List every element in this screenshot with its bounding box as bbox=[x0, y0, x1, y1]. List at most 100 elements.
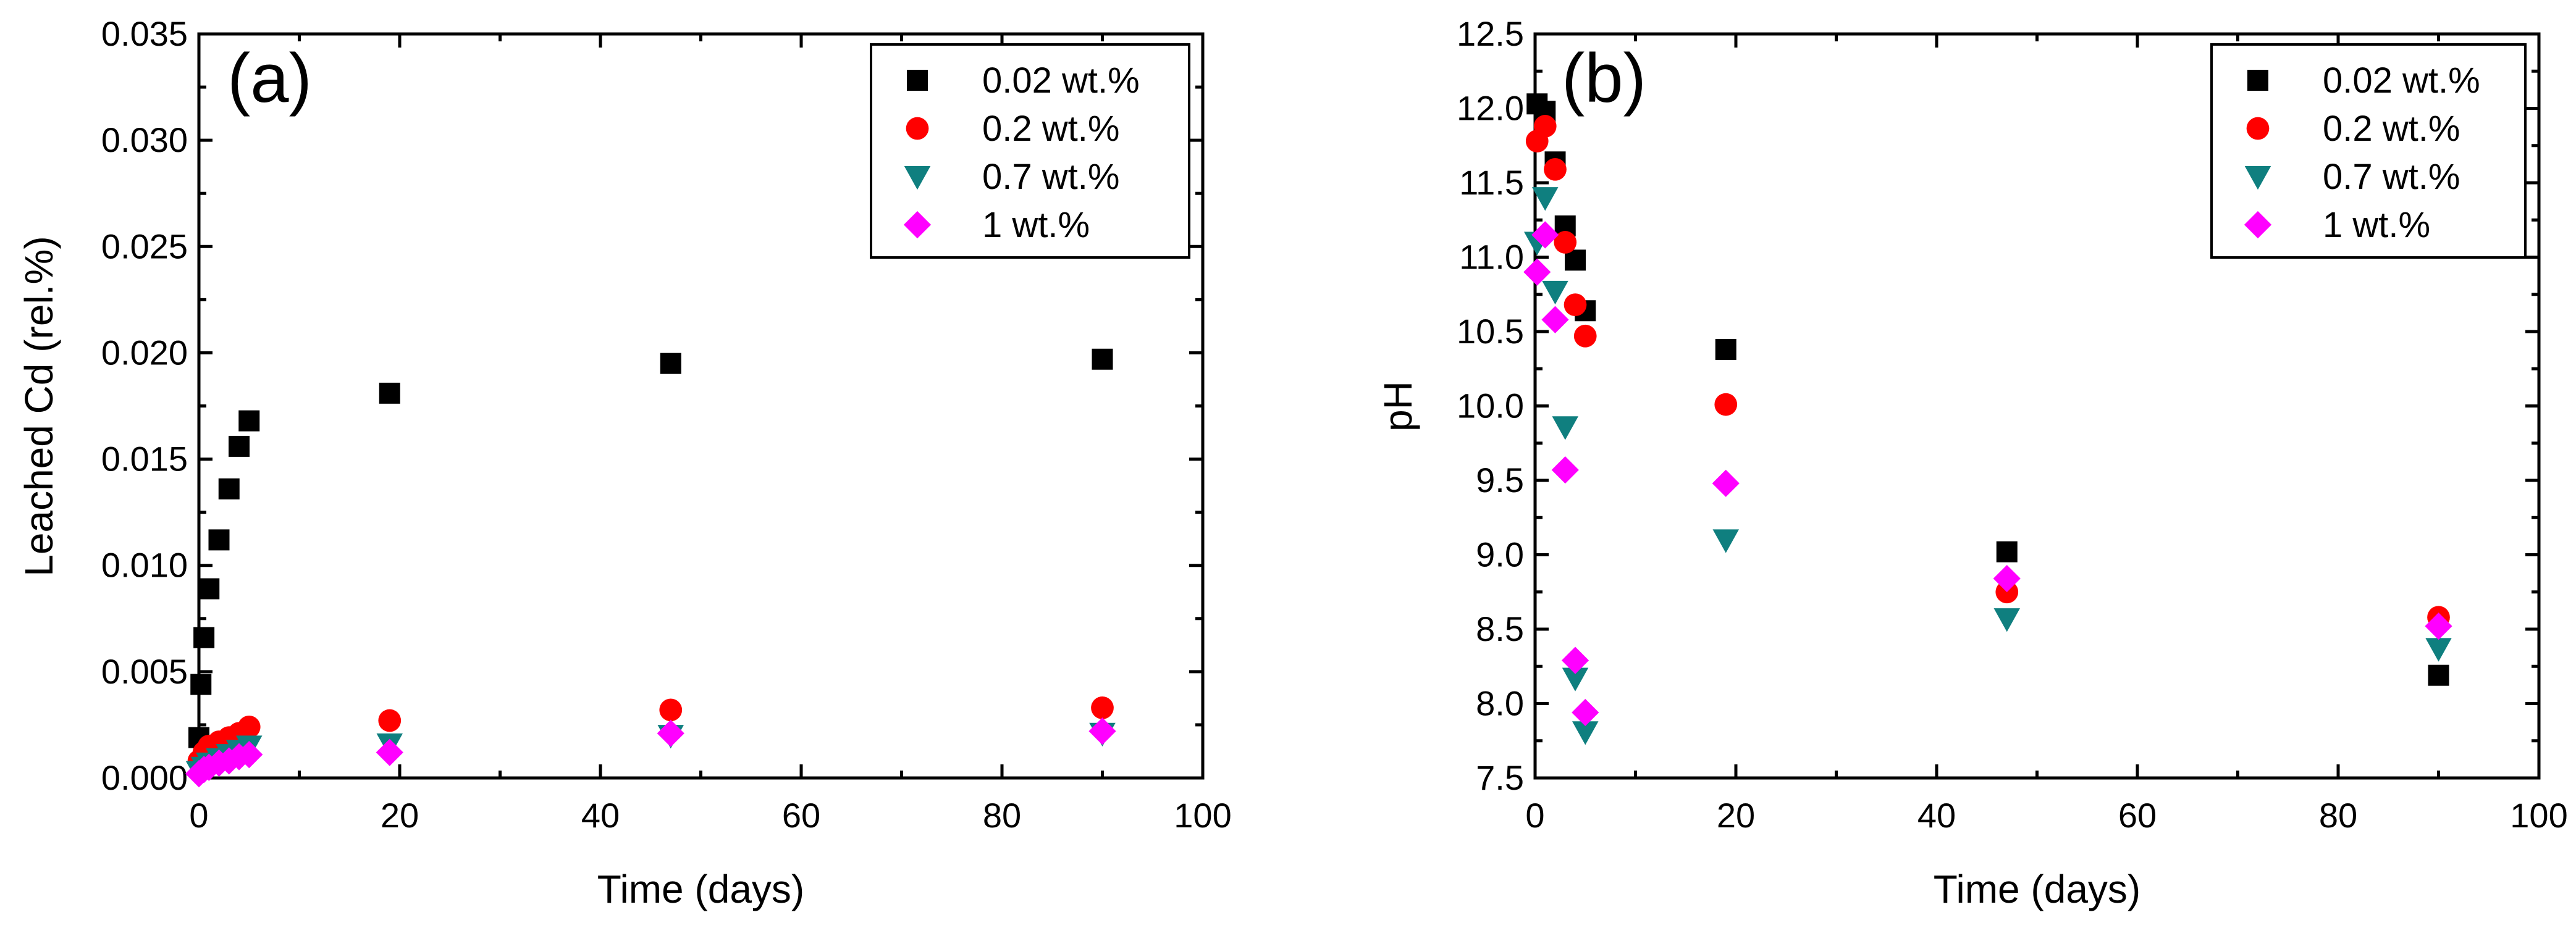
y-tick-label: 8.5 bbox=[1476, 609, 1524, 648]
legend-label: 0.7 wt.% bbox=[982, 157, 1119, 197]
x-tick-label: 60 bbox=[782, 796, 820, 835]
data-point bbox=[1541, 306, 1569, 333]
data-point bbox=[1091, 696, 1114, 719]
data-point bbox=[1551, 456, 1579, 484]
legend-label: 0.7 wt.% bbox=[2323, 157, 2460, 197]
y-tick-label: 0.020 bbox=[101, 333, 188, 372]
legend-marker bbox=[904, 166, 931, 190]
data-point bbox=[1554, 231, 1577, 254]
data-point bbox=[1523, 258, 1551, 286]
y-tick-label: 0.005 bbox=[101, 652, 188, 691]
legend-label: 0.02 wt.% bbox=[2323, 61, 2480, 101]
y-tick-label: 0.000 bbox=[101, 758, 188, 797]
y-tick-label: 9.0 bbox=[1476, 535, 1524, 574]
data-point bbox=[1996, 541, 2018, 562]
data-point bbox=[1712, 469, 1740, 497]
legend-label: 0.02 wt.% bbox=[982, 61, 1140, 101]
series-0-7-wt- bbox=[1524, 187, 2452, 745]
series-0-7-wt- bbox=[185, 722, 1116, 785]
chart-panel-a: 0 20 40 60 80 100 0.000 0.005 0.010 0.015 0.020 0.0… bbox=[17, 14, 1232, 911]
y-tick-label: 10.5 bbox=[1457, 312, 1524, 351]
x-axis-label: Time (days) bbox=[597, 867, 804, 911]
data-point bbox=[1993, 564, 2021, 593]
data-point bbox=[229, 435, 250, 457]
y-tick-label: 12.5 bbox=[1457, 14, 1524, 53]
data-point bbox=[2425, 612, 2452, 640]
data-point bbox=[659, 698, 683, 722]
data-point bbox=[660, 353, 681, 374]
x-tick-label: 100 bbox=[2510, 796, 2567, 835]
y-tick-label: 0.035 bbox=[101, 14, 188, 53]
data-point bbox=[237, 716, 261, 738]
panel-label: (a) bbox=[227, 40, 312, 117]
data-point bbox=[190, 674, 212, 695]
x-tick-label: 0 bbox=[189, 796, 208, 835]
legend-marker bbox=[907, 70, 928, 91]
y-tick-label: 0.025 bbox=[101, 227, 188, 265]
data-point bbox=[1532, 187, 1559, 211]
data-point bbox=[218, 478, 240, 500]
legend-marker bbox=[903, 211, 932, 239]
legend-marker bbox=[2244, 211, 2272, 239]
panel-label: (b) bbox=[1562, 40, 1646, 117]
x-tick-label: 80 bbox=[2319, 796, 2357, 835]
series-1-wt- bbox=[1523, 221, 2452, 727]
y-tick-label: 8.0 bbox=[1476, 684, 1524, 723]
data-point bbox=[1572, 721, 1599, 745]
legend-marker bbox=[2247, 70, 2268, 91]
data-point bbox=[1573, 324, 1597, 348]
data-point bbox=[1572, 698, 1599, 727]
y-tick-label: 0.015 bbox=[101, 440, 188, 479]
data-point bbox=[198, 578, 220, 600]
series-0-2-wt- bbox=[1525, 115, 2450, 629]
y-tick-label: 10.0 bbox=[1457, 387, 1524, 425]
data-point bbox=[1544, 157, 1567, 181]
y-tick-label: 7.5 bbox=[1476, 758, 1524, 797]
y-tick-label: 11.0 bbox=[1459, 238, 1524, 277]
data-point bbox=[1542, 280, 1568, 305]
data-point bbox=[208, 529, 230, 551]
data-point bbox=[1715, 338, 1736, 360]
data-point bbox=[2425, 638, 2452, 662]
data-point bbox=[1561, 646, 1589, 674]
legend-marker bbox=[2246, 117, 2270, 140]
y-tick-label: 12.0 bbox=[1457, 89, 1524, 128]
data-point bbox=[2428, 664, 2449, 686]
data-point bbox=[1533, 115, 1557, 138]
legend-label: 0.2 wt.% bbox=[982, 109, 1119, 149]
data-point bbox=[1714, 393, 1738, 416]
y-tick-label: 9.5 bbox=[1476, 461, 1524, 500]
data-point bbox=[1564, 293, 1587, 316]
x-tick-label: 60 bbox=[2118, 796, 2157, 835]
data-point bbox=[1552, 416, 1578, 440]
series-0-2-wt- bbox=[187, 696, 1114, 772]
legend-label: 1 wt.% bbox=[982, 205, 1090, 245]
x-tick-label: 40 bbox=[1917, 796, 1956, 835]
y-axis-label: Leached Cd (rel.%) bbox=[17, 236, 61, 576]
data-point bbox=[1092, 348, 1113, 370]
data-point bbox=[379, 382, 400, 404]
data-point bbox=[1993, 608, 2020, 632]
legend-marker bbox=[2244, 166, 2271, 190]
x-tick-label: 20 bbox=[1717, 796, 1755, 835]
data-point bbox=[376, 738, 403, 766]
x-tick-label: 100 bbox=[1174, 796, 1231, 835]
data-point bbox=[235, 741, 263, 769]
data-point bbox=[1562, 667, 1589, 692]
data-point bbox=[1531, 221, 1559, 249]
data-point bbox=[378, 709, 402, 732]
legend: 0.02 wt.% 0.2 wt.% 0.7 wt.% 1 wt.% bbox=[870, 43, 1190, 259]
data-point bbox=[1712, 529, 1739, 553]
y-tick-label: 11.5 bbox=[1459, 163, 1524, 202]
data-point bbox=[193, 627, 215, 648]
data-point bbox=[657, 719, 684, 747]
legend-label: 0.2 wt.% bbox=[2323, 109, 2460, 149]
y-tick-label: 0.030 bbox=[101, 120, 188, 159]
x-axis-label: Time (days) bbox=[1934, 867, 2140, 911]
y-axis-label: pH bbox=[1376, 381, 1420, 432]
legend-marker bbox=[906, 117, 929, 140]
x-tick-label: 40 bbox=[581, 796, 620, 835]
x-tick-label: 80 bbox=[983, 796, 1021, 835]
series-0-02-wt- bbox=[188, 348, 1113, 748]
